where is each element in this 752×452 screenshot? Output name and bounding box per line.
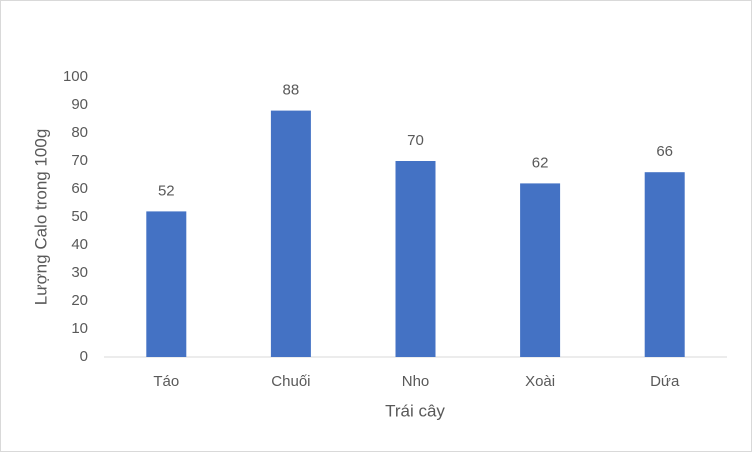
y-tick-label: 0 (80, 348, 88, 365)
y-tick-label: 70 (71, 152, 88, 169)
y-tick-label: 30 (71, 264, 88, 281)
x-tick-label: Xoài (525, 373, 555, 390)
data-label: 52 (158, 182, 175, 199)
x-tick-label: Táo (153, 373, 179, 390)
y-tick-label: 10 (71, 320, 88, 337)
bar (520, 183, 561, 357)
y-tick-label: 80 (71, 124, 88, 141)
x-tick-label: Nho (402, 373, 430, 390)
y-tick-label: 40 (71, 236, 88, 253)
data-label: 66 (656, 143, 673, 160)
y-axis-title: Lượng Calo trong 100g (31, 129, 50, 306)
data-label: 88 (283, 82, 300, 99)
x-axis-title: Trái cây (385, 401, 445, 420)
y-tick-label: 60 (71, 180, 88, 197)
bar (270, 110, 311, 357)
x-tick-label: Chuối (271, 373, 310, 390)
bar (146, 211, 187, 357)
x-tick-label: Dứa (650, 373, 680, 390)
data-label: 62 (532, 154, 549, 171)
data-label: 70 (407, 132, 424, 149)
y-tick-label: 20 (71, 292, 88, 309)
y-tick-label: 90 (71, 96, 88, 113)
y-tick-label: 50 (71, 208, 88, 225)
bar (395, 161, 436, 357)
y-tick-label: 100 (63, 68, 88, 85)
bar (644, 172, 685, 357)
